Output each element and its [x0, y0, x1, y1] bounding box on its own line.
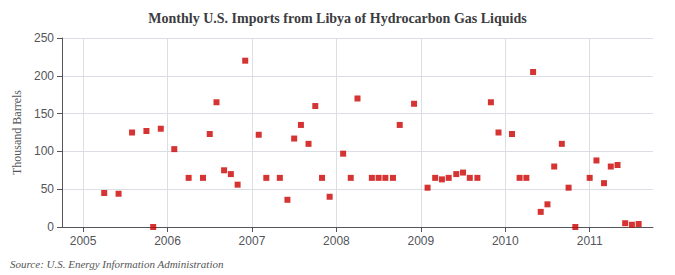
svg-text:Source: U.S. Energy Informatio: Source: U.S. Energy Information Administ… — [10, 258, 224, 270]
svg-text:50: 50 — [41, 182, 55, 196]
svg-text:2005: 2005 — [70, 234, 97, 248]
svg-text:0: 0 — [47, 220, 54, 234]
svg-text:150: 150 — [34, 107, 54, 121]
svg-text:2010: 2010 — [492, 234, 519, 248]
svg-text:Monthly U.S. Imports from Liby: Monthly U.S. Imports from Libya of Hydro… — [148, 11, 527, 26]
svg-text:200: 200 — [34, 69, 54, 83]
svg-text:2008: 2008 — [323, 234, 350, 248]
svg-text:100: 100 — [34, 144, 54, 158]
svg-text:2007: 2007 — [239, 234, 266, 248]
svg-text:250: 250 — [34, 31, 54, 45]
svg-text:Thousand Barrels: Thousand Barrels — [10, 90, 24, 175]
svg-text:2009: 2009 — [407, 234, 434, 248]
svg-text:2011: 2011 — [577, 234, 603, 248]
svg-text:2006: 2006 — [154, 234, 181, 248]
